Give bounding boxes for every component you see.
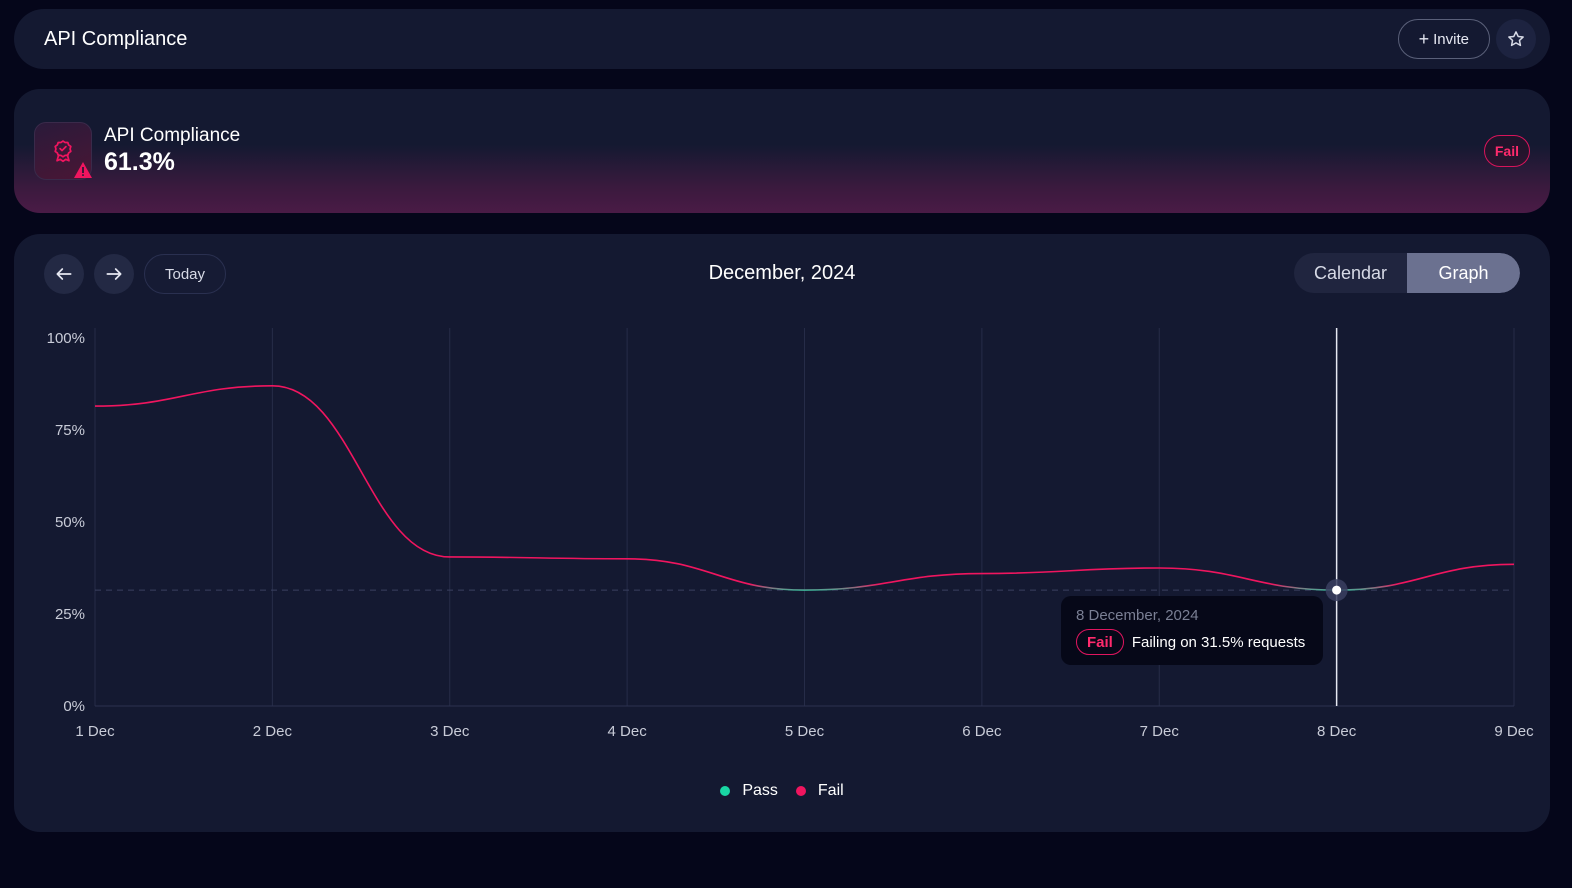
x-tick-label: 9 Dec [1494, 723, 1534, 740]
x-tick-label: 6 Dec [962, 723, 1002, 740]
legend-dot-pass [720, 786, 731, 796]
x-tick-label: 4 Dec [608, 723, 648, 740]
hover-point[interactable] [1332, 585, 1342, 595]
arrow-left-icon [56, 268, 72, 280]
tab-graph[interactable]: Graph [1407, 253, 1520, 293]
compliance-line-chart: 0% 25% 50% 75% 100% 1 Dec 2 Dec 3 Dec 4 Dec 5 De… [47, 328, 1534, 740]
tab-calendar[interactable]: Calendar [1313, 262, 1388, 283]
compliance-badge [34, 122, 92, 180]
tooltip-date: 8 December, 2024 [1076, 607, 1199, 624]
invite-button[interactable]: + Invite [1397, 19, 1490, 59]
x-tick-label: 3 Dec [430, 723, 470, 740]
legend-item-pass[interactable]: Pass [720, 782, 778, 800]
chart-tooltip: 8 December, 2024 Fail Failing on 31.5% r… [1061, 596, 1323, 665]
legend-label-fail: Fail [817, 782, 844, 799]
award-icon [54, 140, 72, 163]
legend-label-pass: Pass [742, 782, 778, 799]
legend-item-fail[interactable]: Fail [795, 782, 844, 800]
tooltip-message: Failing on 31.5% requests [1131, 633, 1306, 651]
y-tick-label: 75% [55, 422, 85, 439]
view-toggle: Calendar Graph [1294, 253, 1520, 293]
warning-icon [74, 162, 92, 178]
page-title: API Compliance [44, 27, 188, 50]
arrow-right-icon [106, 268, 122, 280]
favorite-button[interactable] [1496, 19, 1536, 59]
x-tick-label: 8 Dec [1317, 723, 1357, 740]
x-tick-label: 7 Dec [1140, 723, 1180, 740]
previous-month-button[interactable] [44, 254, 84, 294]
chart-legend: Pass Fail [14, 782, 1550, 800]
compliance-chart-card: Today December, 2024 Calendar Graph 0% 25… [14, 234, 1550, 832]
plus-icon: + [1418, 29, 1430, 49]
compliance-label: API Compliance [104, 125, 241, 146]
y-tick-label: 25% [55, 606, 85, 623]
x-tick-label: 1 Dec [75, 723, 115, 740]
status-badge: Fail [1483, 135, 1530, 167]
compliance-value: 61.3% [104, 148, 175, 176]
invite-label: Invite [1433, 30, 1469, 48]
compliance-summary-card: API Compliance 61.3% Fail [14, 89, 1550, 213]
y-tick-label: 50% [55, 514, 85, 531]
next-month-button[interactable] [94, 254, 134, 294]
y-tick-label: 100% [47, 330, 85, 347]
fail-series-line [94, 385, 1515, 591]
x-tick-label: 5 Dec [785, 723, 825, 740]
y-tick-label: 0% [63, 698, 85, 715]
today-button[interactable]: Today [144, 254, 227, 294]
x-tick-label: 2 Dec [253, 723, 293, 740]
top-bar: API Compliance + Invite [14, 9, 1550, 69]
tooltip-status-badge: Fail [1076, 629, 1124, 655]
legend-dot-fail [795, 786, 806, 796]
star-icon [1508, 31, 1524, 47]
